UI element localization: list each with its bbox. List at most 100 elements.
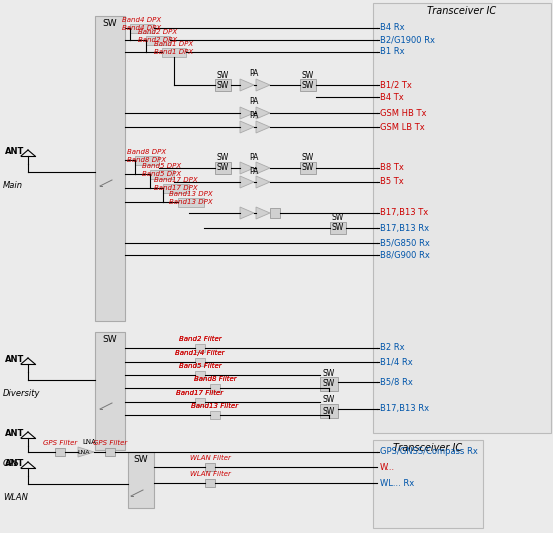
Bar <box>205 463 215 471</box>
Bar <box>163 184 189 193</box>
Text: SW: SW <box>103 20 117 28</box>
Text: Transceiver IC: Transceiver IC <box>393 443 462 453</box>
Bar <box>105 448 115 456</box>
Text: B4 Rx: B4 Rx <box>380 23 405 33</box>
Text: Band8 DPX: Band8 DPX <box>127 149 166 155</box>
Text: B1/2 Tx: B1/2 Tx <box>380 80 412 90</box>
Text: Band5 Filter: Band5 Filter <box>179 363 221 369</box>
Text: B8 Tx: B8 Tx <box>380 164 404 173</box>
Text: LNA: LNA <box>77 449 90 455</box>
Text: ANT: ANT <box>5 459 24 469</box>
Text: Band1 DPX: Band1 DPX <box>154 41 194 47</box>
Text: PA: PA <box>249 166 259 175</box>
Polygon shape <box>256 207 270 219</box>
Text: Band1/4 Filter: Band1/4 Filter <box>175 350 225 356</box>
Text: Band1/4 Filter: Band1/4 Filter <box>175 350 225 356</box>
Text: WL... Rx: WL... Rx <box>380 479 414 488</box>
Text: B17,B13 Rx: B17,B13 Rx <box>380 405 429 414</box>
Text: ANT: ANT <box>5 148 24 157</box>
Text: WLAN Filter: WLAN Filter <box>190 471 231 477</box>
Polygon shape <box>240 107 254 119</box>
Text: GSM LB Tx: GSM LB Tx <box>380 123 425 132</box>
Bar <box>195 344 205 352</box>
Bar <box>162 48 186 57</box>
Bar <box>320 404 338 418</box>
Bar <box>210 384 220 392</box>
Text: LNA: LNA <box>82 439 96 445</box>
Text: SW: SW <box>332 214 344 222</box>
Text: Band2 DPX: Band2 DPX <box>138 37 178 44</box>
Text: Diversity: Diversity <box>3 390 40 399</box>
Text: W...: W... <box>380 463 395 472</box>
Polygon shape <box>240 79 254 91</box>
Text: SW: SW <box>323 407 335 416</box>
Text: SW: SW <box>217 154 229 163</box>
Text: B5/8 Rx: B5/8 Rx <box>380 377 413 386</box>
Text: SW: SW <box>302 80 314 90</box>
Text: Band2 Filter: Band2 Filter <box>179 336 221 342</box>
Bar <box>300 162 316 174</box>
Text: SW: SW <box>217 80 229 90</box>
Text: B4 Tx: B4 Tx <box>380 93 404 101</box>
Text: PA: PA <box>249 111 259 120</box>
Text: Band13 Filter: Band13 Filter <box>191 403 238 409</box>
Text: Band1 DPX: Band1 DPX <box>154 50 194 55</box>
Bar <box>205 479 215 487</box>
Text: GSM HB Tx: GSM HB Tx <box>380 109 426 117</box>
Bar <box>146 36 170 45</box>
Bar <box>95 332 125 450</box>
Text: GPS/GNSS/Compass Rx: GPS/GNSS/Compass Rx <box>380 448 478 456</box>
Bar <box>210 411 220 419</box>
Text: B8/G900 Rx: B8/G900 Rx <box>380 251 430 260</box>
Bar <box>150 170 174 179</box>
Text: B5/G850 Rx: B5/G850 Rx <box>380 238 430 247</box>
Text: Band13 DPX: Band13 DPX <box>169 199 213 206</box>
Polygon shape <box>240 162 254 174</box>
Text: Band5 DPX: Band5 DPX <box>143 163 181 169</box>
Text: PA: PA <box>249 98 259 107</box>
Bar <box>195 371 205 379</box>
Text: Band17 Filter: Band17 Filter <box>176 390 223 396</box>
Text: SW: SW <box>217 164 229 173</box>
Text: SW: SW <box>323 368 335 377</box>
Polygon shape <box>240 207 254 219</box>
Bar <box>178 198 204 207</box>
Text: GPS Filter: GPS Filter <box>43 440 77 446</box>
Bar <box>373 440 483 528</box>
Bar <box>130 24 154 33</box>
Polygon shape <box>78 447 94 457</box>
Text: Band2 DPX: Band2 DPX <box>138 29 178 35</box>
Polygon shape <box>256 176 270 188</box>
Bar <box>373 3 551 433</box>
Text: Band13 DPX: Band13 DPX <box>169 191 213 197</box>
Text: B1/4 Rx: B1/4 Rx <box>380 358 413 367</box>
Text: B17,B13 Tx: B17,B13 Tx <box>380 208 428 217</box>
Polygon shape <box>240 121 254 133</box>
Text: Band5 Filter: Band5 Filter <box>179 363 221 369</box>
Polygon shape <box>256 107 270 119</box>
Text: PA: PA <box>249 69 259 78</box>
Text: Band8 Filter: Band8 Filter <box>194 376 236 382</box>
Text: GPS: GPS <box>3 459 20 469</box>
Text: SW: SW <box>134 456 148 464</box>
Text: B2 Rx: B2 Rx <box>380 343 405 352</box>
Text: SW: SW <box>302 154 314 163</box>
Text: Band2 Filter: Band2 Filter <box>179 336 221 342</box>
Bar <box>128 452 154 508</box>
Text: Band8 DPX: Band8 DPX <box>127 157 166 164</box>
Text: B5 Tx: B5 Tx <box>380 177 404 187</box>
Text: ANT: ANT <box>5 356 24 365</box>
Text: PA: PA <box>249 152 259 161</box>
Text: WLAN: WLAN <box>3 494 28 503</box>
Text: Transceiver IC: Transceiver IC <box>427 6 497 16</box>
Bar <box>320 377 338 391</box>
Bar <box>135 156 159 165</box>
Text: B2/G1900 Rx: B2/G1900 Rx <box>380 36 435 44</box>
Bar <box>330 222 346 234</box>
Polygon shape <box>256 79 270 91</box>
Text: Main: Main <box>3 181 23 190</box>
Text: Band13 Filter: Band13 Filter <box>191 403 238 409</box>
Text: B1 Rx: B1 Rx <box>380 47 405 56</box>
Text: Band17 DPX: Band17 DPX <box>154 185 198 191</box>
Text: SW: SW <box>332 223 344 232</box>
